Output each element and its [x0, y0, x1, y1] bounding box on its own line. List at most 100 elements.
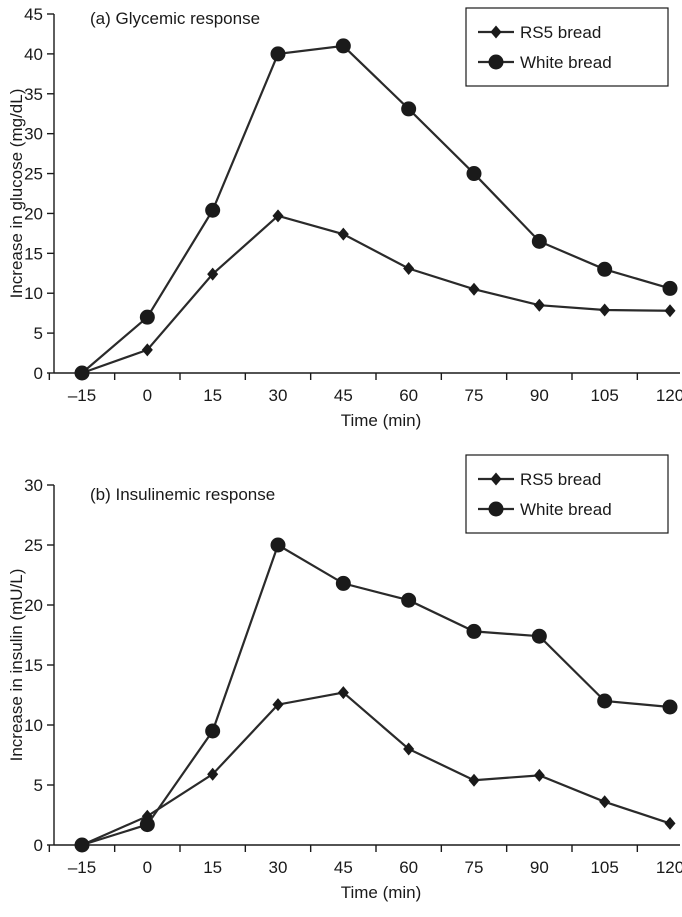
x-tick-label: 45 — [334, 386, 353, 405]
x-tick-label: 30 — [269, 386, 288, 405]
x-axis-title: Time (min) — [341, 411, 422, 430]
y-tick-label: 35 — [24, 85, 43, 104]
x-tick-label: 30 — [269, 858, 288, 877]
white-bread-point-6 — [466, 623, 482, 639]
rs5-bread-point-6 — [468, 282, 480, 296]
white-bread-series — [74, 38, 678, 381]
white-bread-point-9 — [662, 280, 678, 296]
y-tick-label: 30 — [24, 125, 43, 144]
white-bread-point-0 — [74, 837, 90, 853]
rs5-bread-point-3 — [272, 209, 284, 223]
x-tick-label: 75 — [465, 858, 484, 877]
rs5-bread-line — [81, 214, 671, 375]
x-tick-label: 60 — [399, 858, 418, 877]
rs5-bread-series — [76, 686, 676, 852]
y-tick-label: 15 — [24, 656, 43, 675]
rs5-bread-point-5 — [403, 742, 415, 756]
rs5-bread-line — [81, 691, 671, 847]
rs5-bread-point-9 — [664, 304, 676, 318]
white-bread-point-4 — [335, 575, 351, 591]
white-bread-line — [81, 543, 671, 847]
white-bread-point-8 — [597, 261, 613, 277]
y-tick-label: 45 — [24, 5, 43, 24]
y-tick-label: 10 — [24, 284, 43, 303]
y-tick-label: 25 — [24, 536, 43, 555]
white-bread-point-4 — [335, 38, 351, 54]
x-axis-title: Time (min) — [341, 883, 422, 902]
x-tick-label: 105 — [590, 858, 618, 877]
legend-rs5-bread-point-0 — [490, 25, 502, 39]
x-tick-label: –15 — [68, 386, 96, 405]
x-tick-label: 0 — [143, 386, 152, 405]
white-bread-point-7 — [531, 233, 547, 249]
x-tick-label: 15 — [203, 386, 222, 405]
white-bread-point-3 — [270, 537, 286, 553]
x-tick-label: 60 — [399, 386, 418, 405]
y-tick-label: 25 — [24, 165, 43, 184]
legend-box — [465, 7, 669, 87]
white-bread-line — [81, 44, 671, 374]
y-tick-label: 0 — [34, 836, 43, 855]
legend: RS5 bread White bread — [465, 454, 669, 534]
y-tick-label: 5 — [34, 324, 43, 343]
panel-title: (a) Glycemic response — [90, 9, 260, 28]
x-tick-label: 105 — [590, 386, 618, 405]
legend-label-white-bread: White bread — [520, 500, 612, 519]
y-tick-label: 0 — [34, 364, 43, 383]
rs5-bread-point-7 — [533, 768, 545, 782]
white-bread-point-3 — [270, 46, 286, 62]
legend-white-bread-point-0 — [488, 501, 504, 517]
rs5-bread-point-9 — [664, 816, 676, 830]
x-tick-label: 45 — [334, 858, 353, 877]
rs5-bread-point-4 — [337, 227, 349, 241]
y-tick-label: 40 — [24, 45, 43, 64]
legend-rs5-bread-point-0 — [490, 472, 502, 486]
x-tick-label: 120 — [656, 858, 682, 877]
white-bread-point-1 — [139, 309, 155, 325]
rs5-bread-series — [76, 209, 676, 380]
white-bread-point-7 — [531, 628, 547, 644]
white-bread-point-9 — [662, 699, 678, 715]
x-tick-label: 120 — [656, 386, 682, 405]
legend-label-white-bread: White bread — [520, 53, 612, 72]
rs5-bread-point-7 — [533, 298, 545, 312]
rs5-bread-point-6 — [468, 773, 480, 787]
legend-white-bread-point-0 — [488, 54, 504, 70]
white-bread-point-0 — [74, 365, 90, 381]
panel-insulinemic: 0 5 10 15 20 25 30 –15 0 15 30 45 60 75 90 105 120 Time (… — [7, 454, 682, 902]
y-tick-label: 20 — [24, 596, 43, 615]
rs5-bread-point-8 — [599, 303, 611, 317]
panel-title: (b) Insulinemic response — [90, 485, 275, 504]
y-tick-label: 15 — [24, 244, 43, 263]
white-bread-point-8 — [597, 693, 613, 709]
white-bread-point-6 — [466, 166, 482, 182]
x-tick-label: 90 — [530, 386, 549, 405]
y-tick-label: 10 — [24, 716, 43, 735]
white-bread-point-2 — [205, 723, 221, 739]
rs5-bread-point-3 — [272, 698, 284, 712]
rs5-bread-point-2 — [207, 767, 219, 781]
x-tick-label: 0 — [143, 858, 152, 877]
white-bread-point-2 — [205, 202, 221, 218]
y-axis-title: Increase in insulin (mU/L) — [7, 569, 26, 762]
legend-label-rs5-bread: RS5 bread — [520, 23, 601, 42]
rs5-bread-point-8 — [599, 795, 611, 809]
rs5-bread-point-1 — [141, 343, 153, 357]
x-tick-label: 75 — [465, 386, 484, 405]
y-tick-label: 5 — [34, 776, 43, 795]
white-bread-point-5 — [401, 592, 417, 608]
white-bread-point-5 — [401, 101, 417, 117]
y-axis-title: Increase in glucose (mg/dL) — [7, 89, 26, 299]
x-tick-label: –15 — [68, 858, 96, 877]
y-tick-label: 30 — [24, 476, 43, 495]
panel-glycemic: 0 5 10 15 20 25 30 35 40 45 –15 0 15 30 45 60 75 90 105 120… — [7, 5, 682, 430]
rs5-bread-point-5 — [403, 261, 415, 275]
x-tick-label: 15 — [203, 858, 222, 877]
y-tick-label: 20 — [24, 204, 43, 223]
x-tick-label: 90 — [530, 858, 549, 877]
legend-box — [465, 454, 669, 534]
white-bread-series — [74, 537, 678, 853]
rs5-bread-point-2 — [207, 267, 219, 281]
white-bread-point-1 — [139, 817, 155, 833]
